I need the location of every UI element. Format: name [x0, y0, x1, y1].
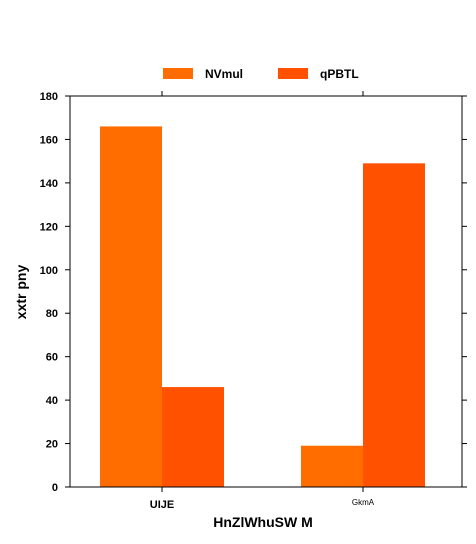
y-tick-label: 80: [46, 308, 58, 320]
legend-label-qPBTL: qPBTL: [320, 67, 359, 81]
y-tick-label: 40: [46, 395, 58, 407]
x-axis-label: HnZlWhuSW M: [213, 514, 313, 530]
legend: NVmul qPBTL: [163, 67, 359, 81]
y-tick-label: 100: [40, 265, 58, 277]
y-tick-label: 120: [40, 221, 58, 233]
y-tick-label: 140: [40, 178, 58, 190]
bars: [100, 126, 425, 488]
bar-qPBTL-UIJE: [162, 387, 224, 487]
bar-NVmul-UIJE: [100, 126, 162, 488]
y-tick-label: 180: [40, 91, 58, 103]
y-tick-label: 160: [40, 134, 58, 146]
y-axis-label: xxtr pny: [13, 265, 29, 320]
y-tick-label: 20: [46, 439, 58, 451]
x-axis: UIJE GkmA: [150, 91, 375, 511]
y-tick-label: 60: [46, 352, 58, 364]
plot-frame: [69, 95, 463, 488]
y-axis: 0 20 40 60 80 100 120 140 160 180: [40, 91, 467, 494]
y-tick-label: 0: [52, 482, 58, 494]
legend-label-NVmul: NVmul: [205, 67, 243, 81]
bar-NVmul-GkmA: [301, 445, 363, 487]
x-tick-label: UIJE: [150, 499, 174, 511]
bar-qPBTL-GkmA: [363, 163, 425, 488]
legend-swatch-qPBTL: [278, 68, 308, 79]
legend-swatch-NVmul: [163, 68, 193, 79]
x-tick-label: GkmA: [352, 498, 375, 507]
